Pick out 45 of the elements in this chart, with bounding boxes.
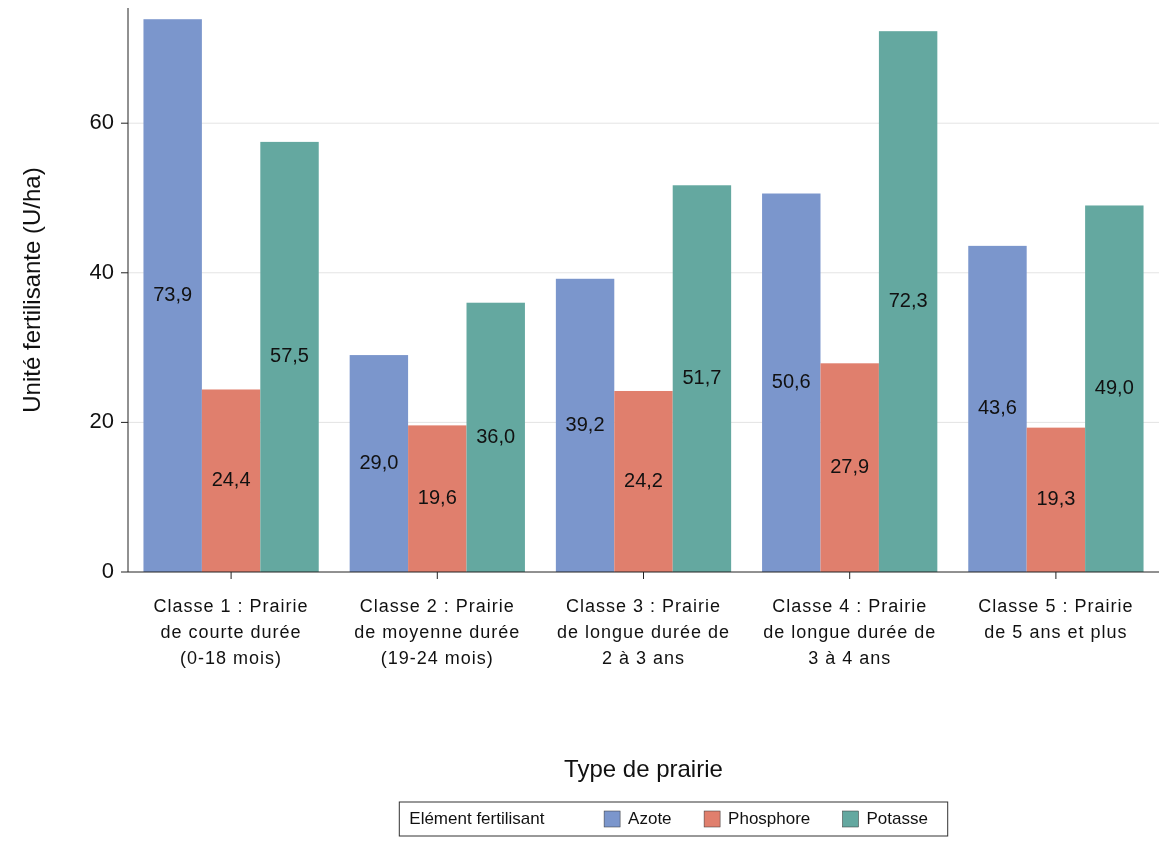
bar <box>143 19 202 572</box>
data-label: 24,4 <box>211 468 251 491</box>
bar <box>201 389 261 572</box>
x-tick-label: Classe 5 : Prairie de 5 ans et plus <box>978 596 1134 642</box>
bar <box>1085 205 1144 572</box>
x-tick-label: Classe 1 : Prairie de courte durée (0-18 mois) <box>153 596 309 668</box>
bar <box>762 193 821 572</box>
bar <box>349 355 409 572</box>
data-label: 72,3 <box>888 288 928 311</box>
bar <box>878 31 938 572</box>
y-tick-label: 0 <box>101 557 114 583</box>
legend-title: Elément fertilisant <box>409 809 545 829</box>
y-tick-label: 40 <box>89 258 114 284</box>
data-label: 43,6 <box>978 396 1017 419</box>
bar <box>408 425 467 572</box>
x-tick-label: Classe 4 : Prairie de longue durée de 3 à 4 ans <box>763 596 937 668</box>
bar <box>1026 427 1086 572</box>
bar <box>466 302 525 572</box>
data-label: 24,2 <box>624 468 663 491</box>
y-axis-title: Unité fertilisante (U/ha) <box>18 167 45 413</box>
data-label: 29,0 <box>359 450 399 473</box>
bar <box>968 245 1027 572</box>
legend-label: Azote <box>628 809 672 829</box>
x-tick-label: Classe 2 : Prairie de moyenne durée (19-24 mois) <box>354 596 521 668</box>
legend-label: Potasse <box>866 809 928 829</box>
legend-label: Phosphore <box>728 809 811 829</box>
data-label: 73,9 <box>153 282 193 305</box>
bar <box>614 390 673 572</box>
data-label: 19,6 <box>417 485 457 508</box>
bar <box>260 141 319 572</box>
data-label: 39,2 <box>565 412 605 435</box>
data-label: 51,7 <box>682 365 722 388</box>
data-label: 27,9 <box>830 454 870 477</box>
data-label: 57,5 <box>270 344 309 367</box>
data-label: 50,6 <box>771 370 811 393</box>
bar <box>555 278 615 572</box>
x-axis-title: Type de prairie <box>564 755 723 782</box>
x-tick-label: Classe 3 : Prairie de longue durée de 2 à 3 ans <box>556 596 731 668</box>
data-label: 49,0 <box>1094 376 1134 399</box>
bar <box>820 363 879 572</box>
data-label: 19,3 <box>1036 487 1076 510</box>
y-tick-label: 60 <box>89 109 114 135</box>
data-label: 36,0 <box>476 424 516 447</box>
bar <box>672 185 732 572</box>
y-tick-label: 20 <box>89 408 114 434</box>
